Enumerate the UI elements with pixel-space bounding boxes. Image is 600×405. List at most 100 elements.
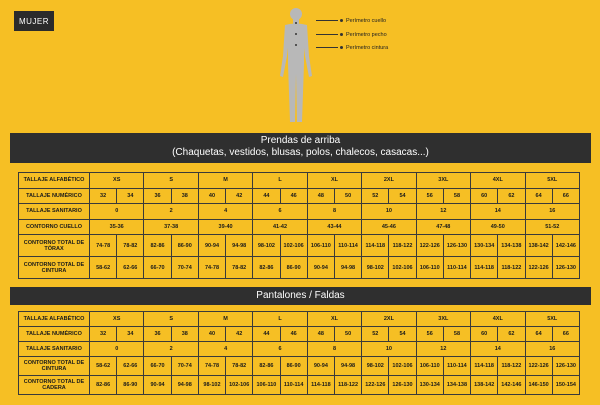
section-title: Prendas de arriba bbox=[260, 135, 341, 146]
section-header-bottoms: Pantalones / Faldas bbox=[10, 287, 591, 305]
table-cell: 114-118 bbox=[361, 234, 390, 257]
table-cell: 110-114 bbox=[333, 234, 363, 257]
table-cell: 14 bbox=[470, 203, 526, 220]
table-cell: 32 bbox=[88, 187, 118, 204]
table-cell: 138-142 bbox=[470, 375, 499, 395]
table-cell: 122-126 bbox=[361, 375, 390, 395]
table-cell: 134-138 bbox=[442, 375, 472, 395]
table-cell: 2 bbox=[143, 203, 199, 220]
table-cell: 5XL bbox=[524, 172, 580, 189]
table-cell: 64 bbox=[524, 326, 553, 342]
table-cell: 118-122 bbox=[333, 375, 363, 395]
table-cell: S bbox=[143, 172, 199, 189]
table-cell: 54 bbox=[388, 187, 417, 204]
table-cell: 62-66 bbox=[116, 356, 145, 376]
table-cell: 43-44 bbox=[306, 218, 363, 235]
table-cell: 126-130 bbox=[551, 256, 581, 279]
row-label: TALLAJE ALFABÉTICO bbox=[18, 311, 90, 327]
table-cell: 46 bbox=[279, 326, 308, 342]
table-cell: 4XL bbox=[470, 172, 526, 189]
table-cell: 10 bbox=[361, 203, 417, 220]
row-label: CONTORNO CUELLO bbox=[18, 218, 90, 235]
table-cell: 106-110 bbox=[415, 356, 444, 376]
table-cell: 60 bbox=[470, 187, 499, 204]
table-cell: 8 bbox=[306, 203, 363, 220]
table-cell: 122-126 bbox=[415, 234, 444, 257]
table-cell: 142-146 bbox=[551, 234, 581, 257]
gender-badge: MUJER bbox=[14, 11, 54, 31]
row-label: CONTORNO TOTAL DE CADERA bbox=[18, 375, 90, 395]
table-cell: 86-90 bbox=[170, 234, 199, 257]
table-cell: 58 bbox=[442, 326, 472, 342]
table-cell: 126-130 bbox=[551, 356, 581, 376]
table-cell: 138-142 bbox=[524, 234, 553, 257]
table-cell: 44 bbox=[252, 326, 281, 342]
table-cell: 146-150 bbox=[524, 375, 553, 395]
row-label: CONTORNO TOTAL DE CINTURA bbox=[18, 356, 90, 376]
table-cell: 98-102 bbox=[361, 356, 390, 376]
row-label: CONTORNO TOTAL DE CINTURA bbox=[18, 256, 90, 279]
table-cell: 66-70 bbox=[143, 256, 172, 279]
table-cell: 35-36 bbox=[88, 218, 145, 235]
table-cell: 102-106 bbox=[225, 375, 254, 395]
table-cell: 62 bbox=[497, 326, 526, 342]
table-cell: 3XL bbox=[415, 172, 472, 189]
table-cell: 46 bbox=[279, 187, 308, 204]
table-cell: M bbox=[197, 172, 254, 189]
table-cell: 41-42 bbox=[252, 218, 308, 235]
table-cell: 50 bbox=[333, 326, 363, 342]
table-cell: 2XL bbox=[361, 172, 417, 189]
row-label: TALLAJE NUMÉRICO bbox=[18, 326, 90, 342]
table-cell: 102-106 bbox=[388, 256, 417, 279]
table-cell: 66 bbox=[551, 187, 581, 204]
table-cell: 64 bbox=[524, 187, 553, 204]
table-cell: 74-78 bbox=[197, 256, 227, 279]
table-cell: 44 bbox=[252, 187, 281, 204]
table-cell: 58-62 bbox=[88, 356, 118, 376]
size-table-bottoms: TALLAJE ALFABÉTICO XS S M L XL 2XL 3XL 4XL 5XL TAL… bbox=[18, 311, 581, 395]
table-cell: 38 bbox=[170, 187, 199, 204]
table-cell: 56 bbox=[415, 187, 444, 204]
table-cell: 134-138 bbox=[497, 234, 526, 257]
table-cell: 16 bbox=[524, 341, 580, 357]
table-cell: 16 bbox=[524, 203, 580, 220]
table-cell: 62-66 bbox=[116, 256, 145, 279]
table-cell: 78-82 bbox=[225, 356, 254, 376]
section-header-tops: Prendas de arriba (Chaquetas, vestidos, … bbox=[10, 133, 591, 163]
table-cell: XL bbox=[306, 172, 363, 189]
table-cell: 98-102 bbox=[361, 256, 390, 279]
table-cell: 130-134 bbox=[470, 234, 499, 257]
row-label: TALLAJE SANITARIO bbox=[18, 341, 90, 357]
table-cell: 70-74 bbox=[170, 356, 199, 376]
table-cell: 32 bbox=[88, 326, 118, 342]
row-label: CONTORNO TOTAL DE TÓRAX bbox=[18, 234, 90, 257]
table-row: TALLAJE NUMÉRICO 32 34 36 38 40 42 44 46 48 50 52 54… bbox=[18, 326, 581, 342]
table-cell: 90-94 bbox=[197, 234, 227, 257]
table-row: CONTORNO CUELLO 35-36 37-38 39-40 41-42 43-44… bbox=[18, 218, 580, 235]
row-label: TALLAJE ALFABÉTICO bbox=[18, 172, 90, 189]
table-cell: 110-114 bbox=[442, 356, 472, 376]
callout-neck: Perímetro cuello bbox=[316, 18, 386, 24]
table-cell: 42 bbox=[225, 326, 254, 342]
table-cell: 40 bbox=[197, 326, 227, 342]
table-cell: 78-82 bbox=[225, 256, 254, 279]
table-cell: 42 bbox=[225, 187, 254, 204]
table-cell: 54 bbox=[388, 326, 417, 342]
table-cell: 40 bbox=[197, 187, 227, 204]
table-cell: 56 bbox=[415, 326, 444, 342]
table-row: CONTORNO TOTAL DE CINTURA 58-62 62-66 66-70… bbox=[18, 256, 581, 279]
table-cell: 12 bbox=[415, 203, 472, 220]
table-cell: 5XL bbox=[524, 311, 580, 327]
table-cell: 94-98 bbox=[225, 234, 254, 257]
table-cell: 37-38 bbox=[143, 218, 199, 235]
table-cell: 58-62 bbox=[88, 256, 118, 279]
table-cell: L bbox=[252, 311, 308, 327]
table-row: CONTORNO TOTAL DE CADERA 82-86 86-90 90-94 9… bbox=[18, 375, 581, 395]
table-cell: 122-126 bbox=[524, 256, 553, 279]
table-cell: 39-40 bbox=[197, 218, 254, 235]
table-cell: 62 bbox=[497, 187, 526, 204]
table-cell: 12 bbox=[415, 341, 472, 357]
table-cell: 122-126 bbox=[524, 356, 553, 376]
table-cell: S bbox=[143, 311, 199, 327]
table-cell: 10 bbox=[361, 341, 417, 357]
